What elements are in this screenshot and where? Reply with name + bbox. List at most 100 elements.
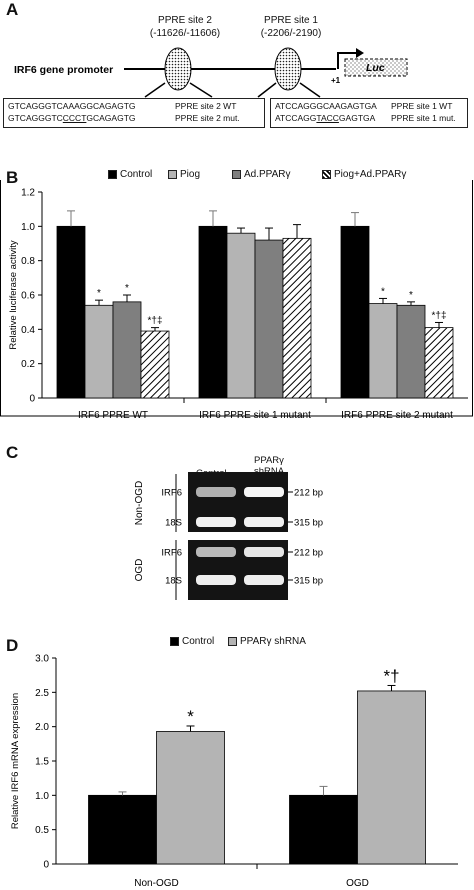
chart-d-svg: 0 0.5 1.0 1.5 2.0 2.5 3.0 Relative IRF6 mRNA ex… xyxy=(10,654,458,889)
y-tick-label: 1.2 xyxy=(21,188,35,199)
significance-label: *†‡ xyxy=(431,310,446,321)
y-tick-label: 2.0 xyxy=(35,722,49,733)
bar-ppar-shrna xyxy=(156,731,225,865)
bar-piog-ad-ppar xyxy=(140,330,170,399)
bar-piog xyxy=(226,232,256,399)
site1-mut-pre: ATCCAGG xyxy=(275,113,317,123)
panel-c-letter: C xyxy=(6,443,19,462)
legend-item-ppar-shrna: PPARγ shRNA xyxy=(228,636,306,647)
site2-mut-pre: GTCAGGGTC xyxy=(8,113,63,123)
y-tick-label: 0 xyxy=(29,394,35,405)
significance-label: * xyxy=(409,290,413,301)
bar-ad-ppar xyxy=(254,239,284,399)
legend-item-piog-ad-ppar: Piog+Ad.PPARγ xyxy=(322,169,406,180)
tss-label: +1 xyxy=(331,76,341,85)
y-tick-label: 0.5 xyxy=(35,825,49,836)
site1-connector-left xyxy=(257,82,277,98)
significance-label: * xyxy=(187,707,194,726)
site1-sequence-box: ATCCAGGGCAAGAGTGA PPRE site 1 WT ATCCAGG… xyxy=(270,98,468,128)
promoter-label: IRF6 gene promoter xyxy=(14,64,113,76)
luc-box xyxy=(344,58,408,77)
panel-b-letter: B xyxy=(6,168,19,187)
bar-piog xyxy=(368,303,398,399)
legend-item-ad-ppar: Ad.PPARγ xyxy=(232,169,291,180)
gel-band xyxy=(244,575,284,585)
legend-swatch xyxy=(322,170,331,179)
size-marker-label: 315 bp xyxy=(294,576,323,587)
site2-connector-right xyxy=(189,82,213,98)
panel-d-letter: D xyxy=(6,636,19,655)
y-tick-label: 0 xyxy=(43,860,49,871)
site1-mut-underlined: TACC xyxy=(316,113,339,123)
site2-mut-label: PPRE site 2 mut. xyxy=(175,113,240,123)
x-category-label: Non-OGD xyxy=(134,878,178,889)
bar-piog-ad-ppar xyxy=(282,237,312,399)
site1-position: (-2206/-2190) xyxy=(260,28,322,39)
site2-connector-left xyxy=(144,82,166,98)
size-marker-label: 315 bp xyxy=(294,518,323,529)
significance-label: * xyxy=(97,288,101,299)
group-label-non-ogd: Non-OGD xyxy=(134,481,145,525)
chart-b-frame xyxy=(0,180,473,417)
y-tick-label: 0.6 xyxy=(21,291,35,302)
legend-swatch xyxy=(228,637,237,646)
y-tick-label: 3.0 xyxy=(35,654,49,665)
y-tick-label: 0.2 xyxy=(21,359,35,370)
legend-label: Piog xyxy=(180,169,201,180)
bar-control xyxy=(340,225,370,399)
y-tick-label: 0.4 xyxy=(21,325,35,336)
gel-row-label: 18S xyxy=(165,576,182,587)
significance-label: * xyxy=(125,283,129,294)
gel-band xyxy=(244,517,284,527)
y-tick-label: 2.5 xyxy=(35,688,49,699)
legend-swatch xyxy=(170,637,179,646)
legend-label: Piog+Ad.PPARγ xyxy=(334,169,407,180)
gel-band xyxy=(196,517,236,527)
gel-row-label: 18S xyxy=(165,518,182,529)
bar-ad-ppar xyxy=(112,301,142,399)
legend-item-control: Control xyxy=(108,169,152,180)
luc-label: Luc xyxy=(366,62,385,74)
site2-wt-seq: GTCAGGGTCAAAGGCAGAGTG xyxy=(8,101,136,111)
legend-item-control: Control xyxy=(170,636,214,647)
tss-arrowhead xyxy=(356,48,364,58)
size-marker-label: 212 bp xyxy=(294,548,323,559)
ppre-site2-label: PPRE site 2 (-11626/-11606) xyxy=(130,14,240,40)
y-axis-label: Relative IRF6 mRNA expression xyxy=(10,693,21,829)
site2-wt-label: PPRE site 2 WT xyxy=(175,101,237,111)
legend-label: Control xyxy=(120,169,153,180)
y-tick-label: 1.0 xyxy=(21,222,35,233)
gel-column-shrna-line1: PPARγ xyxy=(254,455,284,466)
site1-connector-right xyxy=(299,82,321,98)
gel-band xyxy=(196,575,236,585)
site2-mut-underlined: CCCT xyxy=(62,113,87,123)
site2-name: PPRE site 2 xyxy=(158,15,212,26)
site1-wt-seq: ATCCAGGGCAAGAGTGA xyxy=(275,101,377,111)
tss-arrow xyxy=(337,52,356,69)
bar-piog-ad-ppar xyxy=(424,327,454,399)
legend-label: Control xyxy=(182,636,215,647)
legend-label: Ad.PPARγ xyxy=(244,169,291,180)
site2-mut-post: GCAGAGTG xyxy=(86,113,136,123)
site2-sequence-box: GTCAGGGTCAAAGGCAGAGTG PPRE site 2 WT GTC… xyxy=(3,98,265,128)
bar-control xyxy=(289,794,358,865)
ppre-site1-label: PPRE site 1 (-2206/-2190) xyxy=(236,14,346,40)
chart-b-svg: 0 0.2 0.4 0.6 0.8 1.0 1.2 Relative luciferase a… xyxy=(0,180,473,421)
site2-position: (-11626/-11606) xyxy=(149,28,221,39)
legend-swatch xyxy=(168,170,177,179)
legend-swatch xyxy=(108,170,117,179)
gel-band xyxy=(244,487,284,497)
significance-label: *†‡ xyxy=(147,316,162,327)
bar-ppar-shrna xyxy=(357,690,426,865)
panel-a-letter: A xyxy=(6,0,19,19)
bar-ad-ppar xyxy=(396,304,426,399)
significance-label: * xyxy=(381,286,385,297)
site1-wt-label: PPRE site 1 WT xyxy=(391,101,453,111)
gel-column-shrna-line2: shRNA xyxy=(254,466,285,477)
x-category-label: OGD xyxy=(346,878,369,889)
promoter-diagram: IRF6 gene promoter +1 Luc xyxy=(14,47,408,98)
y-tick-label: 0.8 xyxy=(21,256,35,267)
site1-mut-post: GAGTGA xyxy=(338,113,376,123)
bar-control xyxy=(88,794,157,865)
gel-row-label: IRF6 xyxy=(161,548,182,559)
